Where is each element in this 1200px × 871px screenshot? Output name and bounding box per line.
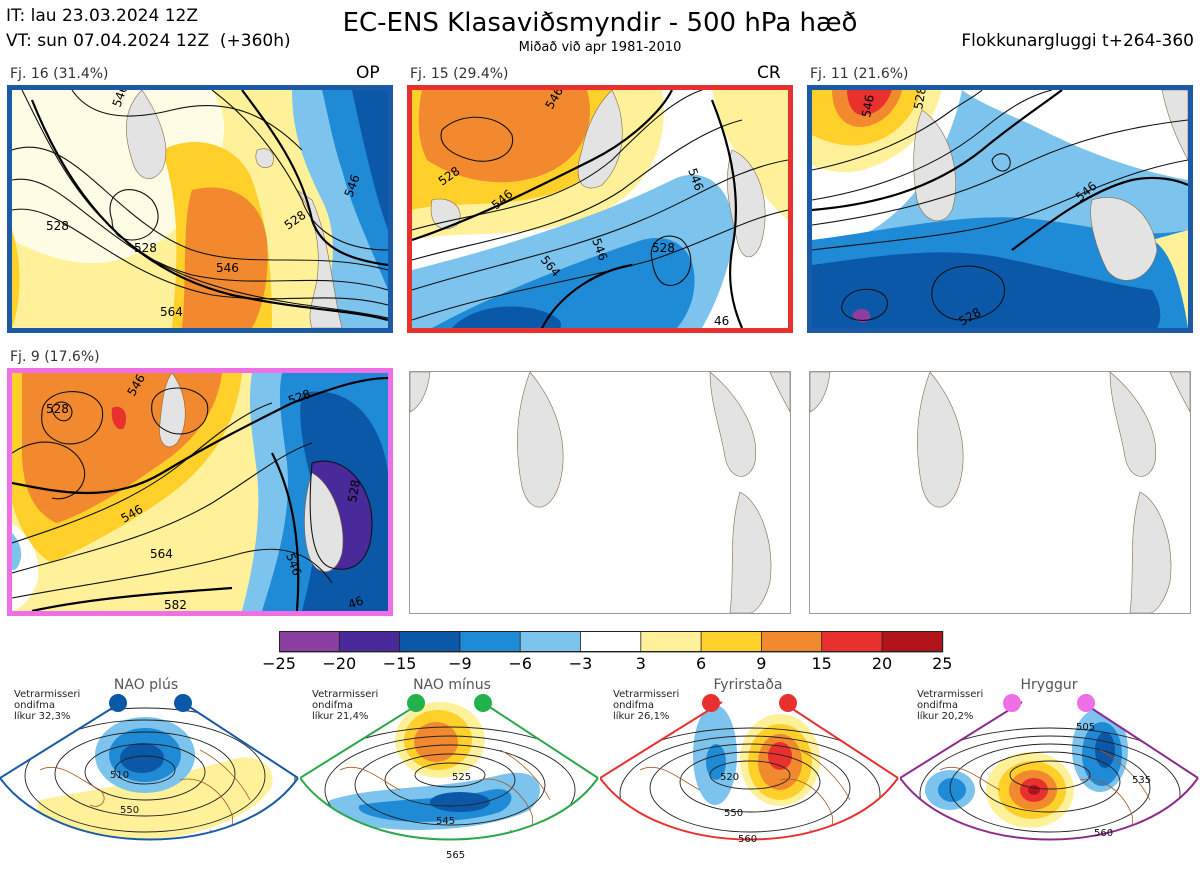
colorbar-cell — [459, 631, 522, 653]
regime-2-map: 525 545 565 — [300, 694, 599, 861]
cluster-4-contour-label: 582 — [164, 598, 187, 611]
classification-window: Flokkunargluggi t+264-360 — [961, 31, 1194, 51]
cluster-1-map: 546 528 528 546 528 564 546 — [7, 85, 393, 333]
colorbar-tick-label: 3 — [635, 654, 646, 673]
colorbar-tick-label: −20 — [322, 654, 357, 673]
regime-2-contour-label: 545 — [436, 816, 455, 827]
cluster-1-contour-label: 564 — [160, 305, 183, 319]
regime-3-contour-label: 520 — [720, 772, 739, 783]
cluster-1-tag: OP — [356, 63, 380, 83]
colorbar-cell — [338, 631, 401, 653]
colorbar-tick-label: 6 — [696, 654, 707, 673]
regime-4-contour-label: 560 — [1094, 828, 1113, 839]
cluster-2-contour-label: 46 — [714, 314, 729, 328]
colorbar — [279, 631, 944, 653]
regime-1-marker — [109, 694, 127, 712]
regime-1-marker — [174, 694, 192, 712]
regime-1-contour-label: 510 — [110, 770, 129, 781]
regime-4-marker — [1003, 694, 1021, 712]
initial-time: IT: lau 23.03.2024 12Z — [6, 6, 198, 26]
regime-3-marker — [702, 694, 720, 712]
colorbar-cell — [519, 631, 582, 653]
cluster-4-map: 528 546 528 546 564 546 582 528 46 — [7, 368, 393, 616]
cluster-3-contour-label: 528 — [911, 90, 929, 111]
colorbar-tick-label: −6 — [508, 654, 532, 673]
regime-4-contour-label: 505 — [1076, 722, 1095, 733]
empty-map-2 — [809, 371, 1191, 614]
colorbar-cell — [580, 631, 642, 653]
cluster-3-label: Fj. 11 (21.6%) — [810, 66, 909, 82]
cluster-4-contour-label: 528 — [46, 402, 69, 416]
regime-2-marker — [407, 694, 425, 712]
regime-4-contour-label: 535 — [1132, 775, 1151, 786]
regime-2-contour-label: 565 — [446, 850, 465, 861]
regime-1-map: 510 550 — [0, 694, 299, 841]
cluster-3-map: 546 528 546 528 — [807, 85, 1193, 333]
cluster-2-map: 546 528 546 546 564 528 546 46 — [407, 85, 793, 333]
regime-4-map: 505 535 560 — [900, 694, 1199, 841]
colorbar-cell — [399, 631, 461, 653]
cluster-3-contour-label: 546 — [859, 94, 877, 119]
cluster-1-contour-label: 528 — [46, 219, 69, 233]
cluster-2-tag: CR — [757, 63, 781, 83]
header-left: IT: lau 23.03.2024 12Z VT: sun 07.04.2024… — [6, 4, 291, 54]
colorbar-cell — [881, 631, 944, 653]
cluster-1-contour-label: 528 — [134, 241, 157, 255]
cluster-2-contour-label: 528 — [652, 241, 675, 255]
regime-3-title: Fyrirstaða — [713, 677, 783, 693]
colorbar-tick-label: 15 — [811, 654, 832, 673]
regime-2-contour-label: 525 — [452, 772, 471, 783]
colorbar-tick-label: −3 — [568, 654, 593, 673]
regime-1-caption: Vetrarmisseri ondifma líkur 32,3% — [14, 689, 81, 722]
regime-4-title: Hryggur — [1020, 677, 1078, 693]
empty-map-1 — [409, 371, 791, 614]
colorbar-cell — [760, 631, 823, 653]
regime-3-caption: Vetrarmisseri ondifma líkur 26,1% — [613, 689, 680, 722]
cluster-4-contour-label: 528 — [345, 479, 363, 504]
regime-3-contour-label: 550 — [724, 808, 743, 819]
cluster-4-contour-label: 564 — [150, 547, 173, 561]
cluster-4-contour-label: 46 — [346, 593, 365, 611]
regime-2-caption: Vetrarmisseri ondifma líkur 21,4% — [312, 689, 379, 722]
regime-1-contour-label: 550 — [120, 805, 139, 816]
regime-2-marker — [474, 694, 492, 712]
colorbar-tick-label: 20 — [871, 654, 893, 673]
regime-3-contour-label: 560 — [738, 834, 757, 845]
regime-4-marker — [1077, 694, 1095, 712]
colorbar-cell — [640, 631, 702, 653]
colorbar-tick-label: −15 — [382, 654, 417, 673]
cluster-1-contour-label: 546 — [216, 261, 239, 275]
cluster-2-label: Fj. 15 (29.4%) — [410, 66, 509, 82]
cluster-1-label: Fj. 16 (31.4%) — [10, 66, 109, 82]
valid-time: VT: sun 07.04.2024 12Z (+360h) — [6, 31, 291, 51]
cluster-4-label: Fj. 9 (17.6%) — [10, 349, 100, 365]
regime-2-title: NAO mínus — [413, 677, 491, 693]
page-subtitle: Miðað við apr 1981-2010 — [518, 40, 682, 55]
colorbar-tick-label: −25 — [262, 654, 296, 673]
regime-3-marker — [779, 694, 797, 712]
colorbar-cell — [279, 631, 341, 653]
regime-4-caption: Vetrarmisseri ondifma líkur 20,2% — [917, 689, 984, 722]
page-title: EC-ENS Klasaviðsmyndir - 500 hPa hæð — [342, 8, 858, 38]
colorbar-tick-label: 25 — [932, 654, 953, 673]
regime-1-title: NAO plús — [113, 677, 179, 693]
regime-3-map: 520 550 560 — [600, 694, 899, 845]
colorbar-cell — [700, 631, 763, 653]
colorbar-cell — [821, 631, 883, 653]
colorbar-tick-label: −9 — [448, 654, 472, 673]
colorbar-tick-label: 9 — [756, 654, 767, 673]
